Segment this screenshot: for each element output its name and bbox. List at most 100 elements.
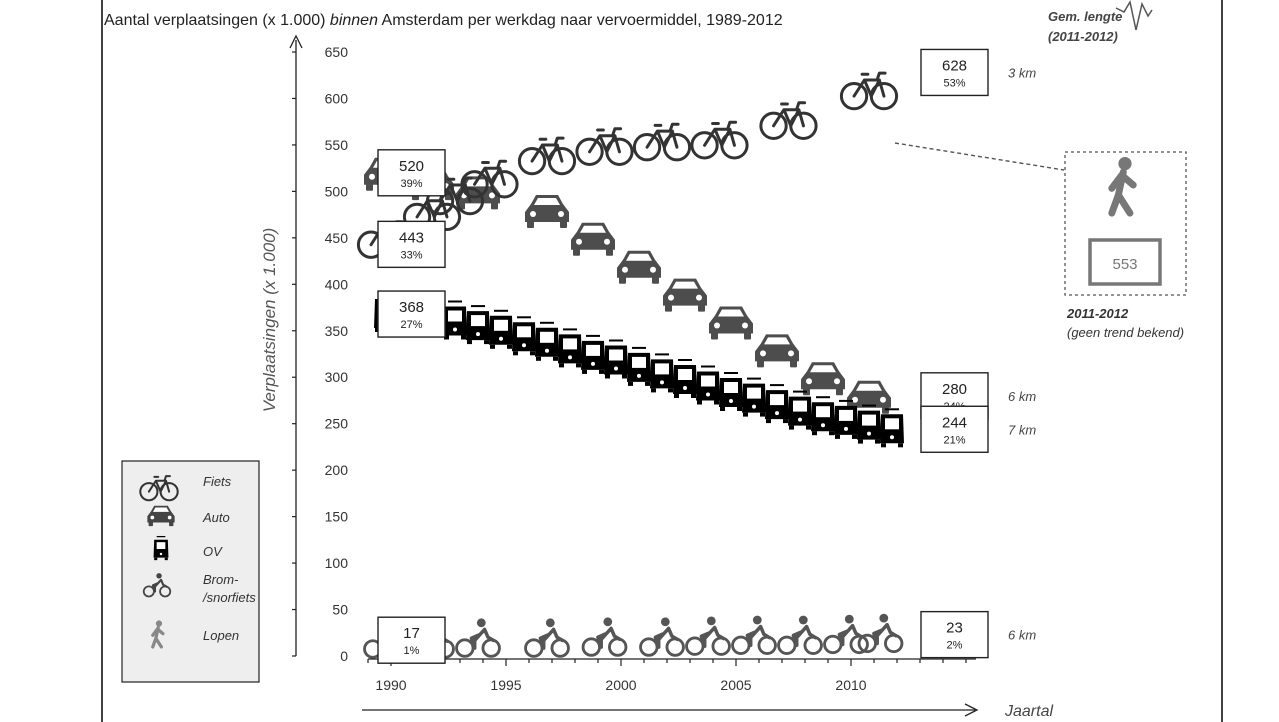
tram-icon (152, 535, 170, 561)
y-tick-label-100: 100 (325, 555, 349, 571)
length-header-line-2: (2011-2012) (1048, 29, 1118, 44)
brom-snorfiets-start-box (377, 616, 446, 664)
fiets-end-value: 628 (942, 57, 967, 74)
tram-mark-1992 (442, 300, 468, 341)
legend-item-brom-snorfiets: Brom- /snorfiets (142, 571, 256, 605)
fiets-end-box (920, 48, 989, 97)
tram-mark-2004 (718, 372, 744, 412)
brom-snorfiets-start-value: 17 (403, 625, 420, 642)
tram-mark-1993 (465, 305, 491, 346)
walking-value: 553 (1112, 256, 1137, 273)
ov-end-percentage: 21% (943, 434, 965, 446)
moped-mark-1996 (523, 616, 571, 659)
y-axis-arrow (289, 34, 303, 49)
legend-box (121, 460, 260, 683)
legend-item-auto: Auto (147, 505, 230, 527)
y-axis-ticks: 0 50 100 150 200 250 300 350 400 450 500 550 600 650 (292, 44, 348, 664)
car-mark-2008 (801, 362, 845, 396)
y-axis-label: Verplaatsingen (x 1.000) (260, 228, 279, 413)
car-mark-1996 (525, 195, 569, 228)
tram-mark-2002 (672, 359, 698, 399)
tram-mark-1998 (580, 334, 606, 375)
x-axis-ticks: 1990 1995 2000 2005 2010 (367, 659, 967, 693)
brom-snorfiets-end-box (920, 610, 989, 659)
y-tick-label-250: 250 (325, 416, 349, 432)
walking-leader-line (894, 142, 1065, 171)
fiets-start-percentage: 33% (400, 249, 422, 261)
bike-mark-1998.5 (575, 127, 634, 166)
fiets-start-value: 443 (399, 229, 424, 246)
x-axis-label: Jaartal (1004, 703, 1053, 720)
x-tick-label-2010: 2010 (835, 677, 866, 693)
walking-note: (geen trend bekend) (1067, 325, 1184, 340)
ov-start-percentage: 27% (400, 319, 422, 331)
legend-item-ov: OV (152, 535, 223, 561)
auto-start-value: 520 (399, 158, 424, 175)
x-tick-label-2000: 2000 (605, 677, 636, 693)
moped-mark-2003 (684, 614, 732, 657)
walking-period: 2011-2012 (1066, 306, 1129, 321)
car-mark-1998 (571, 222, 615, 256)
auto-start-percentage: 39% (400, 178, 422, 190)
legend-label-snorfiets: /snorfiets (202, 590, 256, 605)
tram-mark-2006 (764, 384, 790, 425)
tram-mark-2001 (649, 353, 675, 394)
tram-mark-1995 (511, 316, 537, 357)
y-tick-label-500: 500 (325, 183, 349, 199)
auto-start-box (377, 149, 446, 197)
header-decoration (1115, 0, 1153, 31)
moped-mark-2005 (730, 613, 778, 656)
legend-label-fiets: Fiets (203, 474, 232, 489)
car-mark-2006 (755, 334, 799, 368)
y-tick-label-550: 550 (325, 137, 349, 153)
tram-mark-2009 (833, 399, 859, 440)
y-tick-label-350: 350 (325, 323, 349, 339)
tram-mark-2011 (879, 408, 905, 449)
y-tick-label-0: 0 (340, 648, 348, 664)
ov-end-value: 244 (942, 414, 967, 431)
walking-person-icon (1112, 157, 1133, 213)
moped-mark-1998.5 (581, 615, 628, 658)
chart-title: Aantal verplaatsingen (x 1.000) binnen A… (104, 12, 783, 29)
tram-mark-1997 (557, 328, 583, 369)
fiets-end-percentage: 53% (943, 77, 965, 89)
brom-snorfiets-avg-length: 6 km (1008, 628, 1036, 643)
x-tick-label-1995: 1995 (490, 677, 521, 693)
tram-mark-2008 (810, 396, 836, 437)
fiets-avg-length: 3 km (1008, 65, 1036, 80)
length-header-line-1: Gem. lengte (1048, 9, 1122, 24)
legend-label-ov: OV (203, 544, 223, 559)
walking-value-box (1088, 238, 1162, 286)
tram-mark-1996 (534, 321, 560, 362)
y-tick-label-300: 300 (325, 369, 349, 385)
tram-mark-1999 (603, 339, 629, 380)
ov-start-box (377, 290, 446, 338)
bike-mark-1996 (517, 136, 577, 176)
x-tick-label-1990: 1990 (375, 677, 406, 693)
auto-end-value: 280 (942, 381, 967, 398)
moped-mark-1993 (454, 616, 502, 659)
moped-mark-2007 (776, 613, 824, 656)
tram-mark-2007 (787, 390, 813, 431)
ov-start-value: 368 (399, 299, 424, 316)
y-tick-label-400: 400 (325, 276, 349, 292)
bike-mark-2001 (632, 122, 692, 162)
x-tick-label-2005: 2005 (720, 677, 751, 693)
tram-mark-2000 (626, 346, 652, 387)
walking-callout-box (1064, 151, 1187, 296)
tram-mark-2005 (741, 377, 767, 418)
bike-mark-2006.5 (759, 101, 818, 140)
ov-avg-length: 7 km (1008, 422, 1036, 437)
bike-mark-2003.5 (690, 120, 749, 160)
y-tick-label-600: 600 (325, 90, 349, 106)
fiets-start-box (377, 220, 446, 269)
brom-snorfiets-end-value: 23 (946, 620, 963, 637)
brom-snorfiets-start-percentage: 1% (404, 645, 420, 657)
brom-snorfiets-end-percentage: 2% (947, 640, 963, 652)
car-mark-2000 (617, 250, 661, 284)
car-mark-2004 (709, 306, 753, 340)
legend-label-brom: Brom- (203, 572, 239, 587)
moped-mark-2010.5 (857, 611, 904, 654)
